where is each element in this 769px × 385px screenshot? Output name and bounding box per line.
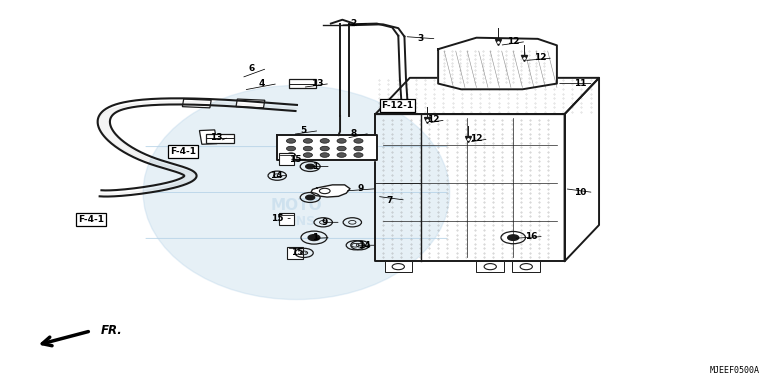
Text: 6: 6 <box>248 64 255 73</box>
Circle shape <box>286 139 295 143</box>
Polygon shape <box>278 135 377 160</box>
Circle shape <box>303 146 312 151</box>
Circle shape <box>354 146 363 151</box>
Text: 12: 12 <box>427 116 439 124</box>
Text: 4: 4 <box>259 79 265 88</box>
Polygon shape <box>311 185 350 197</box>
Circle shape <box>320 139 329 143</box>
Text: MJEEF0500A: MJEEF0500A <box>710 366 760 375</box>
Text: 15: 15 <box>291 248 304 258</box>
Text: F-4-1: F-4-1 <box>170 147 196 156</box>
Text: 11: 11 <box>574 79 587 88</box>
Bar <box>278 153 294 166</box>
Text: 14: 14 <box>270 171 282 180</box>
Text: 9: 9 <box>358 184 364 193</box>
Text: 7: 7 <box>387 196 393 205</box>
Text: FR.: FR. <box>101 324 123 336</box>
Circle shape <box>337 153 346 157</box>
Circle shape <box>337 139 346 143</box>
Bar <box>182 99 211 108</box>
Text: F-4-1: F-4-1 <box>78 215 104 224</box>
Text: 15: 15 <box>289 155 302 164</box>
Text: 13: 13 <box>311 79 324 88</box>
Text: 14: 14 <box>358 241 371 250</box>
Text: MOTO: MOTO <box>271 198 322 213</box>
Circle shape <box>320 153 329 157</box>
Text: F-12-1: F-12-1 <box>381 101 414 110</box>
Bar <box>236 99 265 108</box>
Text: 12: 12 <box>507 37 520 46</box>
Circle shape <box>306 195 315 200</box>
Text: 9: 9 <box>321 218 328 227</box>
Circle shape <box>508 235 519 240</box>
Text: 12: 12 <box>470 134 482 144</box>
Polygon shape <box>438 38 557 89</box>
Circle shape <box>286 153 295 157</box>
Text: CONS: CONS <box>277 215 316 228</box>
Circle shape <box>320 146 329 151</box>
Text: 10: 10 <box>574 188 587 197</box>
Bar <box>512 261 540 272</box>
Bar <box>278 213 294 225</box>
Circle shape <box>303 139 312 143</box>
Bar <box>477 261 504 272</box>
Circle shape <box>337 146 346 151</box>
Text: 8: 8 <box>351 129 357 138</box>
Circle shape <box>354 139 363 143</box>
Text: 1: 1 <box>311 233 318 242</box>
Text: 12: 12 <box>534 54 547 62</box>
Ellipse shape <box>143 85 450 300</box>
Circle shape <box>306 164 315 169</box>
Bar <box>287 247 302 259</box>
Text: 2: 2 <box>350 19 356 28</box>
Text: 16: 16 <box>524 232 538 241</box>
Circle shape <box>303 153 312 157</box>
Text: 3: 3 <box>418 34 424 44</box>
Text: 5: 5 <box>300 126 307 135</box>
Text: 13: 13 <box>210 132 222 142</box>
Circle shape <box>286 146 295 151</box>
FancyBboxPatch shape <box>288 79 316 88</box>
Text: 1: 1 <box>311 162 318 171</box>
FancyBboxPatch shape <box>206 134 234 143</box>
Circle shape <box>308 235 320 241</box>
Circle shape <box>354 153 363 157</box>
Bar <box>384 261 412 272</box>
Text: 15: 15 <box>271 214 284 223</box>
Bar <box>199 130 217 144</box>
